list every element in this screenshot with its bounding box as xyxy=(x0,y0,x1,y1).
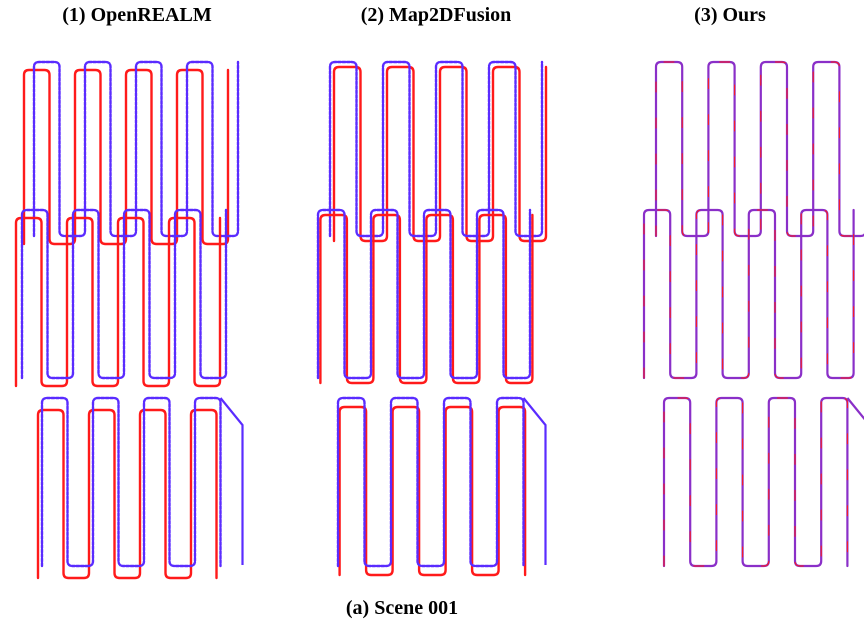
openrealm-estimated-band-3 xyxy=(36,408,218,580)
openrealm-tail-segment xyxy=(219,397,244,565)
openrealm-reference-band-3 xyxy=(40,396,222,568)
ours-trajectory-band-2 xyxy=(642,208,855,380)
ours-trajectory-band-3 xyxy=(662,396,849,568)
openrealm-reference-band-1 xyxy=(32,60,240,238)
openrealm-estimated-band-2 xyxy=(14,216,222,388)
figure-caption: (a) Scene 001 xyxy=(345,597,459,619)
map2dfusion-reference-band-2 xyxy=(316,208,532,380)
panel-title-ours: (3) Ours xyxy=(694,4,766,26)
map2dfusion-estimated-band-3 xyxy=(338,405,527,577)
openrealm-reference-band-2 xyxy=(20,208,228,380)
ours-tail-segment xyxy=(846,397,864,421)
ours-estimate-band-3 xyxy=(663,397,848,567)
panel-title-map2dfusion: (2) Map2DFusion xyxy=(360,4,512,26)
map2dfusion-estimated-band-1 xyxy=(332,65,548,243)
map2dfusion-reference-band-1 xyxy=(328,60,544,238)
map2dfusion-estimated-band-2 xyxy=(319,213,534,385)
openrealm-estimated-band-1 xyxy=(22,68,230,246)
ours-estimate-band-1 xyxy=(655,61,864,237)
map2dfusion-reference-band-3 xyxy=(336,396,525,568)
map2dfusion-tail-segment xyxy=(522,397,547,565)
panel-title-openrealm: (1) OpenREALM xyxy=(62,4,212,26)
trajectory-plots xyxy=(14,60,864,580)
